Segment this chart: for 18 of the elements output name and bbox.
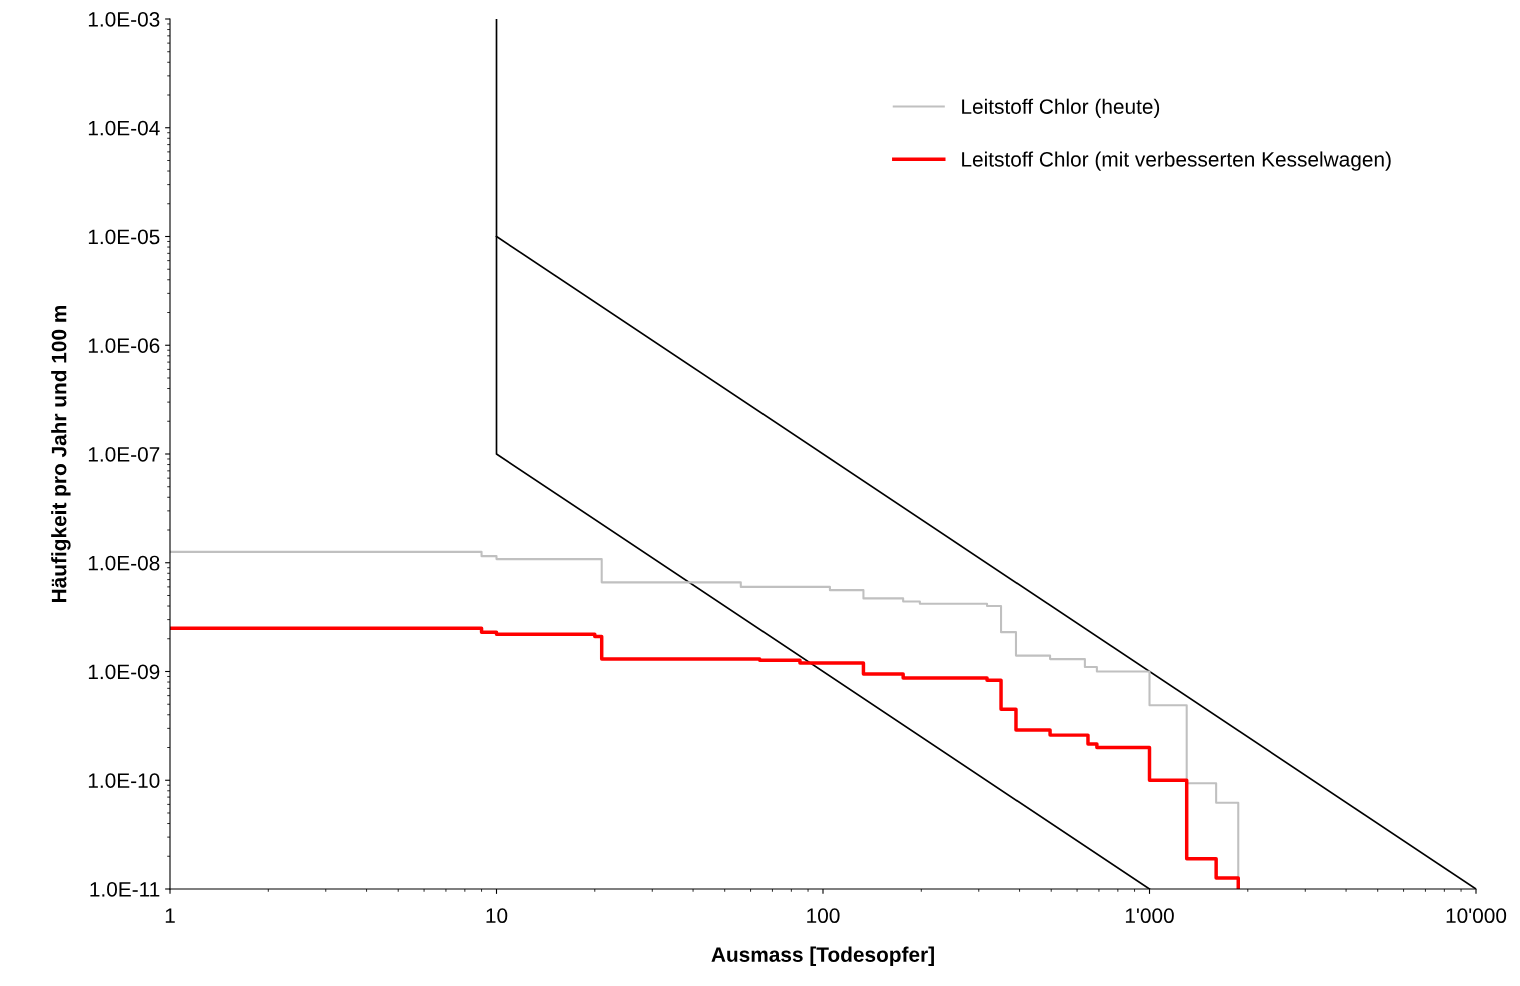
x-tick-label: 10 bbox=[486, 908, 508, 924]
y-tick-label: 1.0E-10 bbox=[88, 773, 160, 788]
y-tick-label: 1.0E-03 bbox=[88, 12, 160, 27]
x-tick-label: 10'000 bbox=[1446, 908, 1507, 924]
x-tick-label: 1 bbox=[165, 908, 175, 923]
y-tick-label: 1.0E-06 bbox=[88, 338, 160, 353]
x-tick-label: 1'000 bbox=[1125, 908, 1174, 924]
y-tick-label: 1.0E-11 bbox=[90, 882, 160, 897]
y-tick-label: 1.0E-05 bbox=[88, 229, 160, 245]
x-tick-label: 100 bbox=[807, 908, 840, 924]
x-axis-title: Ausmass [Todesopfer] bbox=[711, 946, 934, 967]
legend-label: Leitstoff Chlor (mit verbesserten Kesselwagen) bbox=[962, 151, 1391, 171]
y-tick-label: 1.0E-04 bbox=[88, 120, 160, 136]
legend-label: Leitstoff Chlor (heute) bbox=[962, 98, 1160, 119]
y-tick-label: 1.0E-07 bbox=[88, 447, 160, 462]
y-tick-label: 1.0E-08 bbox=[88, 555, 160, 571]
y-tick-label: 1.0E-09 bbox=[88, 664, 160, 680]
y-axis-title: Häufigkeit pro Jahr und 100 m bbox=[51, 305, 71, 602]
